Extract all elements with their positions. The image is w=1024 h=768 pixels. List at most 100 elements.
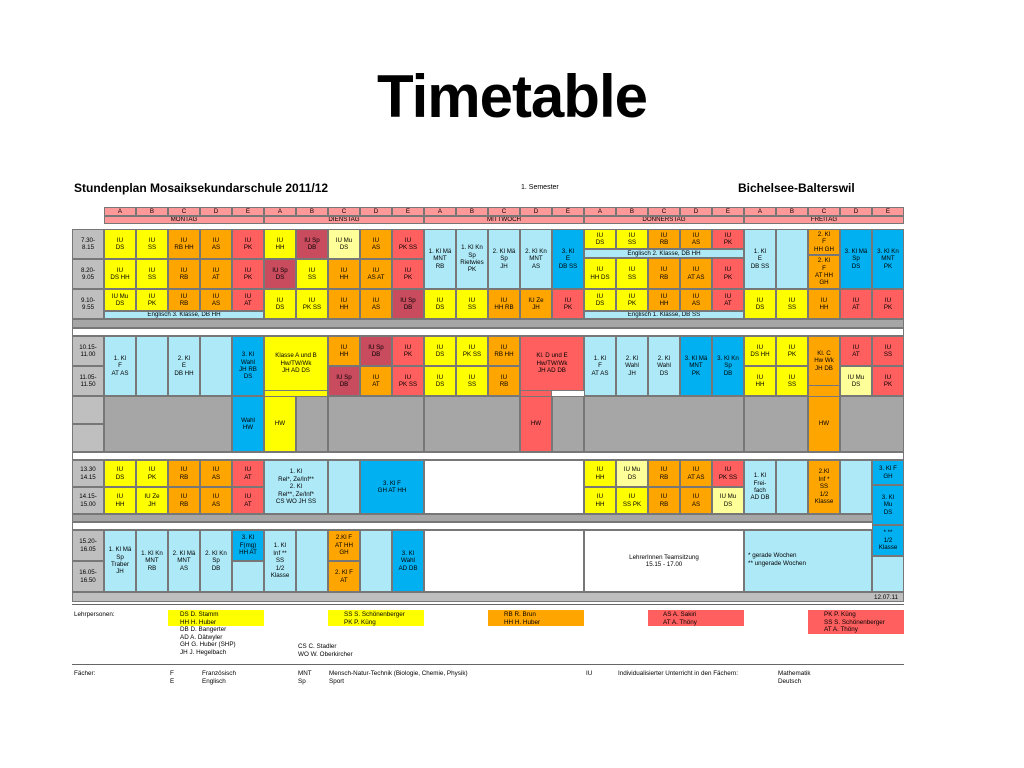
semester-label: 1. Semester [521, 184, 559, 191]
timetable-cell: IU SS [776, 289, 808, 319]
timetable-cell: IU AT [840, 336, 872, 366]
teachers-list-5: AS A. Sakiri AT A. Thöny [663, 611, 697, 626]
timetable-cell: IU Mu DS [104, 289, 136, 311]
column-letter: D [360, 207, 392, 216]
timetable-cell: IU DS [584, 229, 616, 249]
timetable-cell: 2. Kl Kn Sp DB [200, 530, 232, 592]
timetable-cell [296, 530, 328, 592]
timetable-cell: IU HH [648, 289, 680, 311]
timetable-cell: 7.30- 8.15 [72, 229, 104, 259]
timetable-cell: IU PK SS [456, 336, 488, 366]
timetable-cell: 11.05- 11.50 [72, 366, 104, 396]
timetable-cell: IU HH [104, 487, 136, 514]
column-letter: B [776, 207, 808, 216]
timetable-cell: IU RB [168, 460, 200, 487]
timetable-cell: 2.Kl F AT HH GH [328, 530, 360, 561]
timetable-cell: IU AT [232, 460, 264, 487]
timetable-cell: HW [264, 396, 296, 452]
timetable-cell: IU DS HH [744, 336, 776, 366]
timetable-cell: IU PK [392, 336, 424, 366]
timetable-cell [200, 336, 232, 396]
timetable-cell: IU AS [680, 229, 712, 249]
timetable-cell: 2. Kl F HH GH [808, 229, 840, 255]
timetable-cell: 1. Kl Mä MNT RB [424, 229, 456, 289]
timetable-cell: IU PK [392, 259, 424, 289]
timetable-cell: 3. Kl Wahl JH RB DS [232, 336, 264, 396]
timetable-cell: Kl. C Hw Wk JH DB [808, 336, 840, 386]
column-letter: A [264, 207, 296, 216]
timetable-cell: DONNERSTAG [584, 216, 744, 224]
timetable-cell: IU Sp DB [296, 229, 328, 259]
timetable-cell: 3. Kl E DB SS [552, 229, 584, 289]
timetable-cell: 1. Kl E DB SS [744, 229, 776, 289]
subjects-code-a: F E [170, 670, 175, 685]
timetable-cell: IU DS [104, 460, 136, 487]
timetable-cell: IU AS [680, 289, 712, 311]
timetable-cell [424, 460, 584, 514]
timetable-cell: IU SS [776, 366, 808, 396]
timetable-cell: 2.Kl Inf * SS 1/2 Klasse [808, 460, 840, 514]
timetable-cell: IU RB [648, 487, 680, 514]
timetable-cell [296, 396, 328, 452]
timetable-cell: DIENSTAG [264, 216, 424, 224]
timetable-cell: IU RB [648, 229, 680, 249]
timetable-cell: IU SS PK [616, 487, 648, 514]
timetable-cell: IU AT [712, 289, 744, 311]
timetable-cell [744, 530, 872, 592]
timetable-cell: 2. Kl F AT HH GH [808, 255, 840, 289]
divider [72, 604, 904, 605]
timetable-cell [776, 460, 808, 514]
timetable-cell [840, 396, 904, 452]
note-ungerade: ** ungerade Wochen [748, 560, 806, 567]
timetable-cell: IU AT [840, 289, 872, 319]
timetable-cell: FREITAG [744, 216, 904, 224]
timetable-cell: IU Ze JH [136, 487, 168, 514]
timetable-cell [584, 396, 744, 452]
timetable-cell: 13.30 14.15 [72, 460, 104, 487]
timetable-cell: 1. Kl Mä Sp Traber JH [104, 530, 136, 592]
timetable-cell: IU DS [424, 289, 456, 319]
timetable-cell: IU PK SS [392, 229, 424, 259]
legend-red [648, 610, 744, 626]
teachers-list-3: SS S. Schönenberger PK P. Küng [344, 611, 405, 626]
timetable-cell: 3. Kl Mä MNT PK [680, 336, 712, 396]
timetable-cell [424, 530, 584, 592]
subjects-text-c: Individualisierter Unterricht in den Fäc… [618, 670, 739, 677]
timetable-cell: IU HH [584, 460, 616, 487]
timetable-cell: IU RB HH [168, 229, 200, 259]
timetable-cell: IU HH [264, 229, 296, 259]
timetable-cell: IU RB [488, 366, 520, 396]
column-letter: E [392, 207, 424, 216]
school-heading: Stundenplan Mosaiksekundarschule 2011/12 [74, 181, 329, 195]
timetable-cell: Englisch 1. Klasse, DB SS [584, 311, 744, 319]
teachers-label: Lehrpersonen: [74, 611, 115, 618]
timetable-cell [72, 319, 904, 328]
timetable-cell: IU Mu DS [616, 460, 648, 487]
timetable-cell: 3. Kl Mä Sp DS [840, 229, 872, 289]
timetable-cell: IU PK SS [296, 289, 328, 319]
timetable-cell: 1. Kl Kn MNT RB [136, 530, 168, 592]
timetable-cell: 2. Kl Mä MNT AS [168, 530, 200, 592]
column-letter: E [872, 207, 904, 216]
timetable-cell: IU PK [712, 258, 744, 289]
column-letter: E [232, 207, 264, 216]
legend-red-2 [808, 610, 904, 634]
column-letter: A [104, 207, 136, 216]
timetable-cell: IU DS [424, 336, 456, 366]
timetable-cell [72, 424, 104, 452]
timetable-cell: IU PK [552, 289, 584, 319]
timetable-cell: IU PK [872, 366, 904, 396]
timetable-cell: 2. Kl Wahl JH [616, 336, 648, 396]
timetable-cell: IU Mu DS [712, 487, 744, 514]
timetable-cell: IU SS [456, 366, 488, 396]
timetable-cell: 9.10- 9.55 [72, 289, 104, 319]
timetable-cell: IU PK SS [392, 366, 424, 396]
timetable-cell: 2. Kl Wahl DS [648, 336, 680, 396]
timetable-cell: HW [808, 396, 840, 452]
timetable-cell: IU HH [744, 366, 776, 396]
timetable-cell: IU Ze JH [520, 289, 552, 319]
timetable-cell: IU AS [360, 289, 392, 319]
timetable-cell: 15.20- 16.05 [72, 530, 104, 561]
column-letter: C [328, 207, 360, 216]
